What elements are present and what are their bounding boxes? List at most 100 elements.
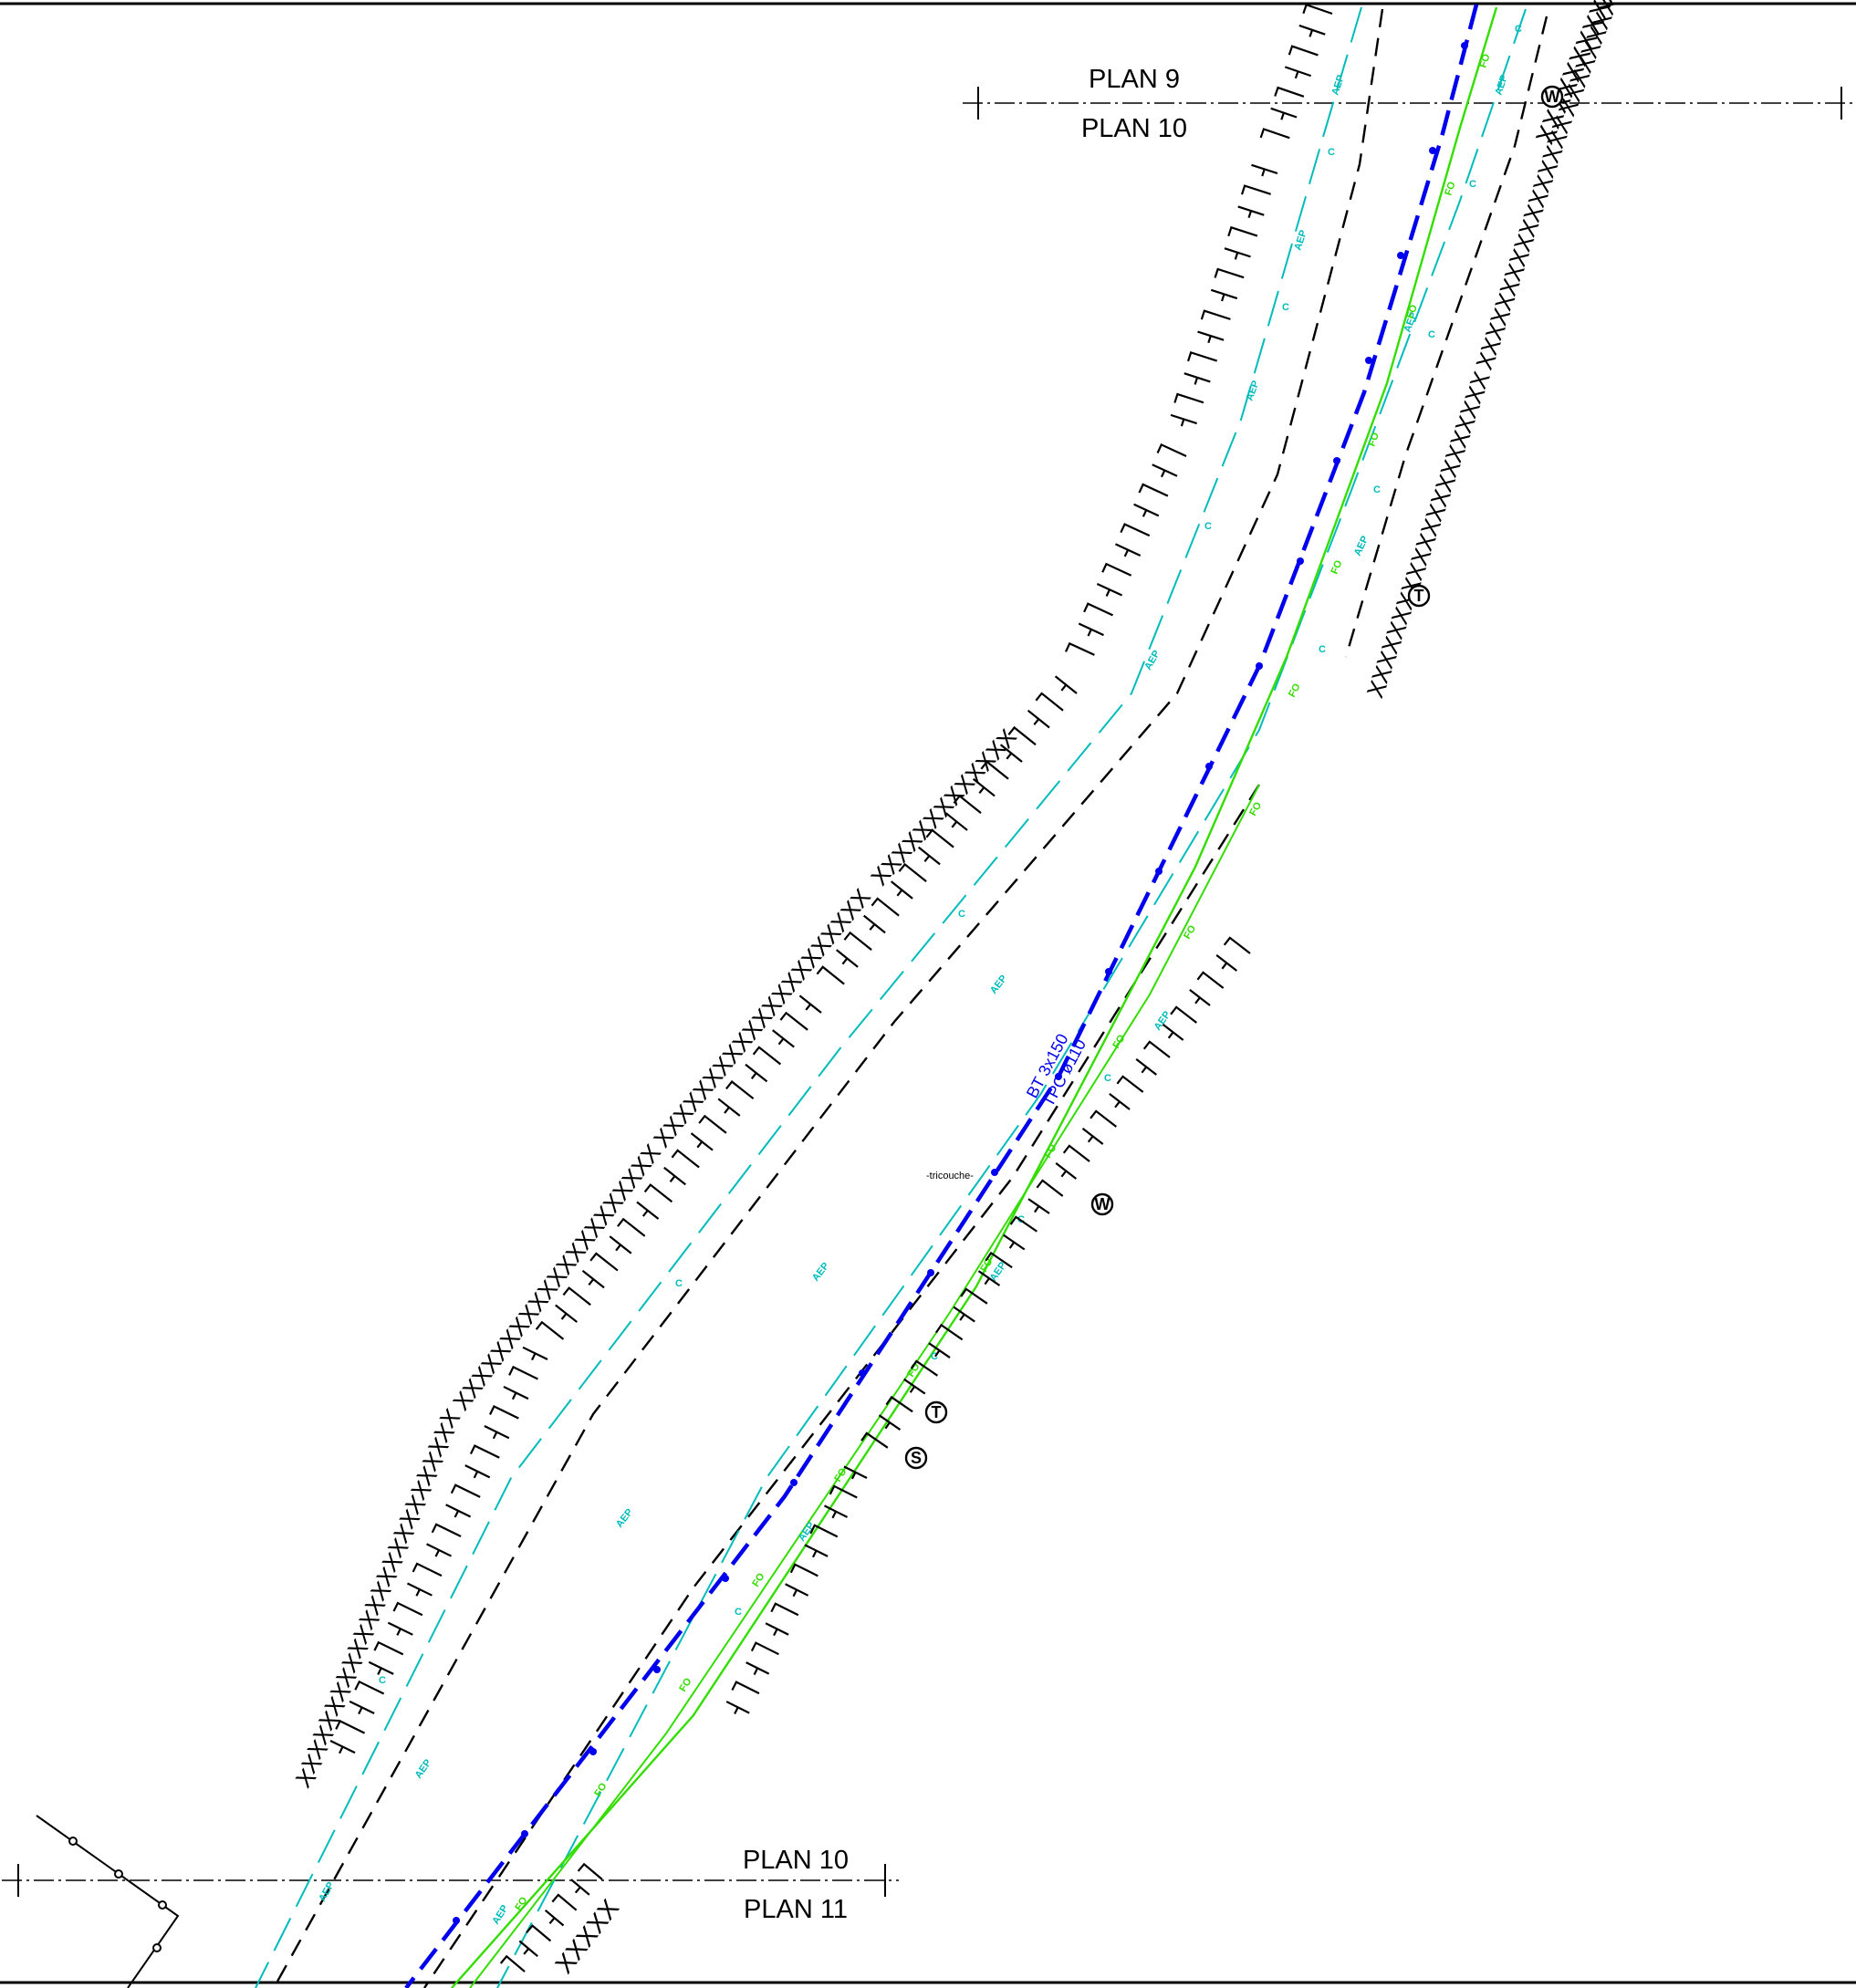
curb-bracket <box>745 1063 768 1083</box>
curb-bracket <box>551 1893 578 1911</box>
curb-bracket <box>1237 205 1265 219</box>
curb-bracket <box>1120 523 1151 537</box>
plan-9-label: PLAN 9 <box>1089 65 1180 94</box>
aep-label: AEP <box>1352 535 1371 558</box>
curb-bracket <box>725 1080 755 1100</box>
curb-bracket <box>698 1114 727 1134</box>
lower-left-fence-line <box>36 1815 180 1988</box>
symbol-letter: W <box>1095 1195 1110 1213</box>
curb-bracket <box>1284 66 1312 79</box>
symbol-letter: T <box>932 1403 942 1421</box>
aep-label: AEP <box>988 973 1009 996</box>
symbol-w-top: W <box>1540 85 1564 109</box>
curb-bracket <box>1196 971 1225 989</box>
curb-bracket <box>1187 350 1218 362</box>
curb-bracket <box>1224 247 1251 260</box>
curb-bracket <box>589 1252 619 1272</box>
curb-bracket <box>503 1385 529 1400</box>
fo-label: FO <box>1477 52 1492 69</box>
fo-label: FO <box>1405 303 1421 320</box>
aep-label: AEP <box>614 1507 635 1530</box>
symbol-s-lower: S <box>904 1446 928 1470</box>
curb-bracket <box>1189 989 1211 1006</box>
c-label: C <box>1373 484 1381 495</box>
curb-bracket <box>671 1149 700 1169</box>
symbol-t-lower: T <box>924 1400 948 1424</box>
c-label: C <box>735 1607 742 1618</box>
fo-network <box>451 6 1498 1988</box>
aep-label: AEP <box>1142 649 1163 672</box>
curb-bracket <box>1054 675 1078 694</box>
curb-bracket <box>843 1465 868 1480</box>
curb-bracket <box>1270 107 1298 120</box>
curb-bracket <box>785 1583 809 1598</box>
symbol-letter: W <box>1545 88 1560 106</box>
match-line-plan-10-11: PLAN 10 PLAN 11 <box>2 1846 899 1924</box>
curb-bracket <box>387 1621 413 1636</box>
curb-bottom-band <box>499 1862 603 1972</box>
curb-bracket <box>555 1304 578 1323</box>
symbol-letter: S <box>911 1449 922 1467</box>
curb-bracket <box>392 1601 423 1617</box>
curb-bracket <box>717 1098 741 1117</box>
curb-bracket <box>1138 483 1169 497</box>
c-labels: C C C C C C C C C C C C C C C <box>379 24 1522 1686</box>
curb-bracket <box>871 897 900 917</box>
curb-bracket <box>412 1562 443 1577</box>
curb-bracket <box>450 1483 481 1498</box>
curb-bracket <box>1133 503 1160 517</box>
curb-bracket <box>750 1641 779 1656</box>
curb-bracket <box>1240 184 1271 195</box>
curb-bracket <box>335 1719 366 1734</box>
curb-bracket <box>772 1029 795 1048</box>
c-label: C <box>1328 147 1335 158</box>
curb-bracket <box>1227 225 1258 237</box>
curb-bracket <box>636 1201 660 1220</box>
plan-10-label-top: PLAN 10 <box>1081 114 1187 143</box>
curb-bracket <box>690 1132 714 1151</box>
curb-bracket <box>980 760 1009 780</box>
bt-cable-nodes <box>453 42 1468 1924</box>
curb-bracket <box>1003 1233 1026 1251</box>
curb-bracket <box>1081 1127 1104 1145</box>
curb-bracket <box>1183 372 1211 385</box>
aep-label: AEP <box>490 1903 510 1927</box>
curb-bracket <box>1055 1161 1078 1180</box>
aep-label: AEP <box>413 1757 434 1780</box>
match-line-plan-9-10: PLAN 9 PLAN 10 <box>963 65 1852 143</box>
curb-bracket <box>368 1660 394 1675</box>
curb-bracket <box>1115 543 1142 557</box>
curb-bracket <box>1109 1092 1131 1110</box>
plan-10-label-bottom: PLAN 10 <box>743 1846 849 1875</box>
curb-bracket <box>484 1425 510 1440</box>
curb-bracket <box>953 794 982 815</box>
curb-bracket <box>426 1543 452 1557</box>
curb-bracket <box>406 1582 433 1597</box>
aep-label: AEP <box>1493 74 1509 97</box>
plan-11-label: PLAN 11 <box>744 1895 848 1924</box>
curb-bracket <box>1223 936 1251 954</box>
curb-bracket <box>928 1342 951 1358</box>
curb-bracket <box>798 994 822 1014</box>
curb-bracket <box>878 1414 902 1431</box>
curb-bracket <box>1210 288 1238 302</box>
curb-bracket <box>1274 86 1305 98</box>
symbol-t-upper: T <box>1407 584 1431 608</box>
symbol-w-mid: W <box>1090 1192 1114 1216</box>
fo-network-parallel <box>469 784 1260 1988</box>
curb-bracket <box>1152 463 1178 478</box>
curb-bracket <box>779 1011 808 1031</box>
curb-bracket <box>1078 622 1104 637</box>
c-label: C <box>675 1278 683 1289</box>
fo-label: FO <box>1110 1033 1128 1051</box>
curb-bracket <box>999 744 1023 763</box>
fo-label: FO <box>1329 558 1345 576</box>
curb-bracket <box>917 846 941 866</box>
curb-bracket <box>1036 1179 1064 1197</box>
curb-bracket <box>862 914 886 934</box>
curb-bracket <box>898 862 927 883</box>
c-label: C <box>931 1351 938 1362</box>
curb-bracket <box>469 1444 500 1459</box>
aep-label: AEP <box>1245 380 1262 402</box>
fo-label: FO <box>1042 1142 1059 1161</box>
